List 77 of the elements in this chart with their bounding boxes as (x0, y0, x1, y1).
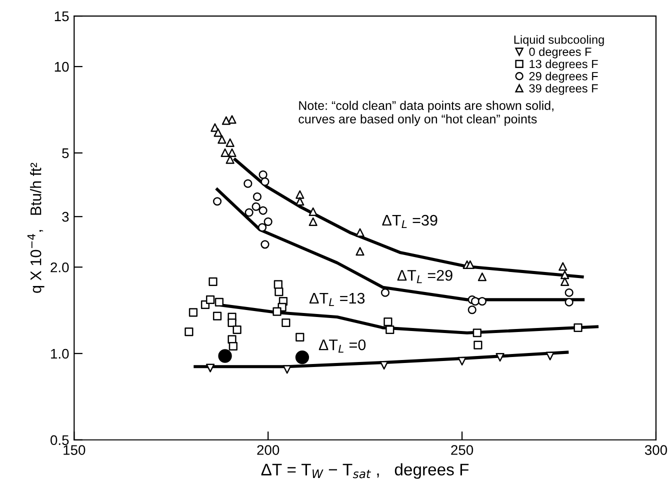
point (218, 349, 232, 363)
point (274, 288, 284, 296)
point (214, 128, 222, 137)
point (308, 207, 318, 216)
point (252, 192, 262, 201)
point (384, 317, 392, 326)
point (258, 170, 268, 179)
point (466, 260, 474, 269)
point (260, 240, 270, 249)
point (258, 206, 268, 215)
legend-label: 39 degrees F (529, 84, 598, 95)
point (222, 116, 230, 125)
point (226, 138, 234, 147)
point (214, 298, 224, 306)
x-tick-label: 150 (64, 445, 86, 455)
point (218, 135, 226, 144)
point (188, 308, 198, 317)
point (282, 318, 290, 328)
point (496, 352, 504, 362)
point (296, 332, 304, 342)
legend-label: 0 degrees F (529, 47, 592, 58)
point (296, 190, 304, 199)
point (560, 277, 570, 286)
y-tick-label: 5 (62, 148, 69, 158)
annotation: Note: “cold clean” data points are shown solid, curves are based only on “hot clean” points (298, 100, 554, 126)
y-tick-label: 0.5 (50, 435, 69, 446)
x-tick-label: 300 (644, 445, 668, 455)
y-tick-label: 10 (54, 62, 69, 72)
point (220, 148, 230, 157)
point (244, 179, 252, 188)
annotation: ΔT$_{L}$ =29 (397, 270, 452, 284)
point (244, 208, 254, 217)
point (212, 197, 222, 206)
point (468, 306, 476, 314)
point (212, 312, 222, 320)
y-tick-label: 2.0 (50, 262, 69, 272)
point (458, 356, 466, 366)
point (574, 323, 582, 332)
point (386, 325, 394, 334)
point (558, 262, 568, 271)
point (208, 277, 218, 286)
point (560, 270, 570, 280)
point (272, 307, 282, 316)
point (184, 328, 194, 336)
y-axis-title: q X 10$^{−4}$, Btu/h ft² (27, 162, 44, 293)
x-axis-title: ΔT = T$_{W}$ − T$_{sat}$ , degrees F (261, 463, 469, 479)
legend-label: 29 degrees F (529, 72, 598, 83)
point (282, 365, 292, 374)
y-tick-label: 1.0 (51, 348, 69, 359)
point (295, 350, 310, 364)
point (264, 217, 272, 226)
point (474, 340, 482, 350)
point (380, 288, 390, 297)
annotation: ΔT$_{L}$ =39 (382, 214, 438, 228)
point (228, 342, 238, 351)
legend-title: Liquid subcooling (514, 35, 604, 46)
point (206, 364, 215, 372)
y-tick-label: 3 (62, 212, 69, 222)
point (470, 297, 480, 306)
legend-label: 13 degrees F (530, 60, 598, 71)
point (564, 288, 574, 297)
point (478, 272, 486, 282)
y-tick-label: 15 (54, 12, 69, 22)
point (472, 328, 482, 338)
x-tick-label: 200 (257, 445, 280, 455)
point (564, 298, 574, 306)
point (226, 155, 234, 164)
point (252, 202, 260, 211)
annotation: ΔT$_{L}$ =13 (309, 292, 365, 306)
point (478, 297, 486, 306)
point (228, 318, 236, 328)
point (232, 325, 242, 334)
annotation: ΔT$_{L}$ =0 (318, 339, 366, 353)
x-tick-label: 250 (451, 445, 474, 455)
point (206, 295, 215, 304)
point (356, 247, 364, 256)
point (308, 217, 318, 226)
